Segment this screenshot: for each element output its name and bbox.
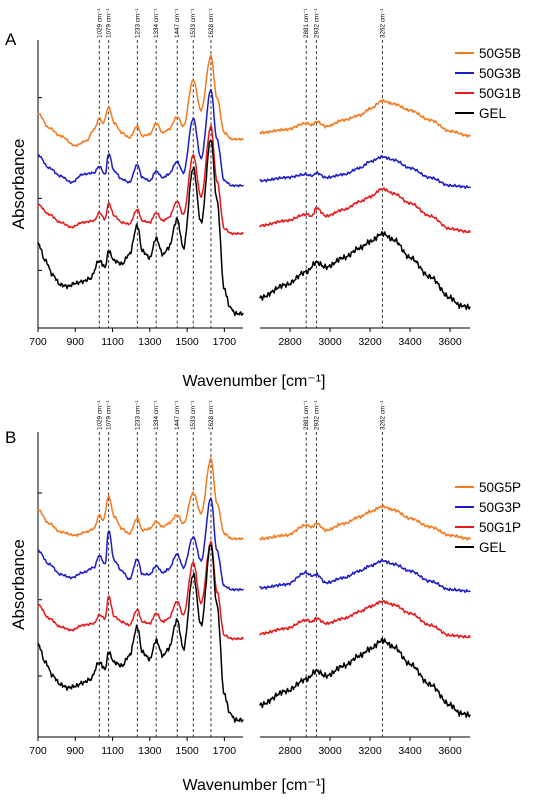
series-line-gel-fingerprint	[37, 544, 244, 723]
x-tick-label: 700	[29, 336, 47, 348]
peak-label: 1533 cm⁻¹	[190, 8, 197, 38]
panel-a: A Absorbance 700 900 1100 1300 1500 1700 2800 300…	[5, 8, 521, 390]
x-tick-label: 3200	[358, 336, 382, 348]
x-tick-label: 1500	[175, 336, 199, 348]
peak-label: 2881 cm⁻¹	[303, 8, 310, 38]
peak-label: 1334 cm⁻¹	[153, 400, 160, 430]
legend-label: 50G5B	[479, 46, 521, 61]
series-line-50g1p-stretch	[259, 599, 471, 639]
legend-label: 50G5P	[479, 480, 521, 495]
legend-label: GEL	[479, 106, 507, 121]
peak-label: 3262 cm⁻¹	[379, 400, 386, 430]
x-tick-label: 1700	[213, 336, 237, 348]
series-line-50g5p-stretch	[259, 504, 471, 541]
legend-label: 50G3B	[479, 66, 521, 81]
panel-b: B Absorbance 700 900 1100 1300 1500 1700 2800 300…	[5, 400, 521, 794]
panel-letter: A	[5, 30, 17, 49]
x-tick-label: 1100	[101, 745, 124, 757]
peak-label: 2932 cm⁻¹	[313, 8, 320, 38]
x-tick-label: 1500	[175, 745, 199, 757]
y-axis-label: Absorbance	[9, 539, 28, 630]
series-line-50g3p-fingerprint	[37, 497, 244, 592]
peak-label: 1233 cm⁻¹	[134, 8, 141, 38]
x-tick-label: 1100	[101, 336, 124, 348]
y-axis-label: Absorbance	[9, 139, 28, 230]
x-tick-label: 1300	[138, 336, 162, 348]
series-line-50g3b-stretch	[259, 154, 471, 189]
peak-label: 2881 cm⁻¹	[303, 400, 310, 430]
x-tick-label: 900	[67, 745, 85, 757]
peak-label: 1029 cm⁻¹	[96, 400, 103, 430]
series-line-50g5p-fingerprint	[37, 457, 244, 541]
legend-label: 50G1P	[479, 520, 521, 535]
legend-label: 50G1B	[479, 86, 521, 101]
peak-label: 1447 cm⁻¹	[174, 400, 181, 430]
legend: 50G5P 50G3P 50G1P GEL	[455, 480, 521, 555]
series-line-50g3p-stretch	[259, 558, 471, 594]
x-tick-label: 3400	[398, 336, 422, 348]
peak-label: 1334 cm⁻¹	[153, 8, 160, 38]
x-tick-label: 3400	[398, 745, 422, 757]
x-tick-label: 1300	[138, 745, 162, 757]
peak-label: 1233 cm⁻¹	[134, 400, 141, 430]
x-tick-label: 900	[67, 336, 85, 348]
legend-label: 50G3P	[479, 500, 521, 515]
x-axis-label: Wavenumber [cm⁻¹]	[183, 777, 326, 794]
peak-label: 1079 cm⁻¹	[106, 400, 113, 430]
peak-label: 1628 cm⁻¹	[208, 400, 215, 430]
legend-label: GEL	[479, 540, 507, 555]
series-line-50g3b-fingerprint	[37, 88, 244, 188]
series-line-50g1b-fingerprint	[37, 124, 244, 236]
peak-label: 1533 cm⁻¹	[190, 400, 197, 430]
x-tick-label: 3200	[358, 745, 382, 757]
x-tick-label: 3600	[438, 336, 462, 348]
x-tick-label: 3000	[318, 336, 342, 348]
x-tick-label: 2800	[278, 745, 302, 757]
x-axis-label: Wavenumber [cm⁻¹]	[183, 373, 326, 390]
peak-label: 1029 cm⁻¹	[96, 8, 103, 38]
series-line-gel-stretch	[259, 231, 471, 311]
series-line-50g1b-stretch	[259, 187, 471, 234]
x-tick-label: 700	[29, 745, 47, 757]
peak-label: 1628 cm⁻¹	[208, 8, 215, 38]
x-tick-label: 1700	[213, 745, 237, 757]
peak-label: 2932 cm⁻¹	[313, 400, 320, 430]
peak-label: 1079 cm⁻¹	[106, 8, 113, 38]
peak-label: 3262 cm⁻¹	[379, 8, 386, 38]
series-line-50g5b-fingerprint	[37, 54, 244, 148]
peak-label: 1447 cm⁻¹	[174, 8, 181, 38]
legend: 50G5B 50G3B 50G1B GEL	[455, 46, 521, 121]
panel-letter: B	[5, 428, 16, 447]
series-line-50g5b-stretch	[259, 98, 471, 138]
x-tick-label: 3600	[438, 745, 462, 757]
x-tick-label: 2800	[278, 336, 302, 348]
x-tick-label: 3000	[318, 745, 342, 757]
series-line-gel-stretch	[259, 637, 471, 719]
series-line-gel-fingerprint	[37, 140, 244, 317]
